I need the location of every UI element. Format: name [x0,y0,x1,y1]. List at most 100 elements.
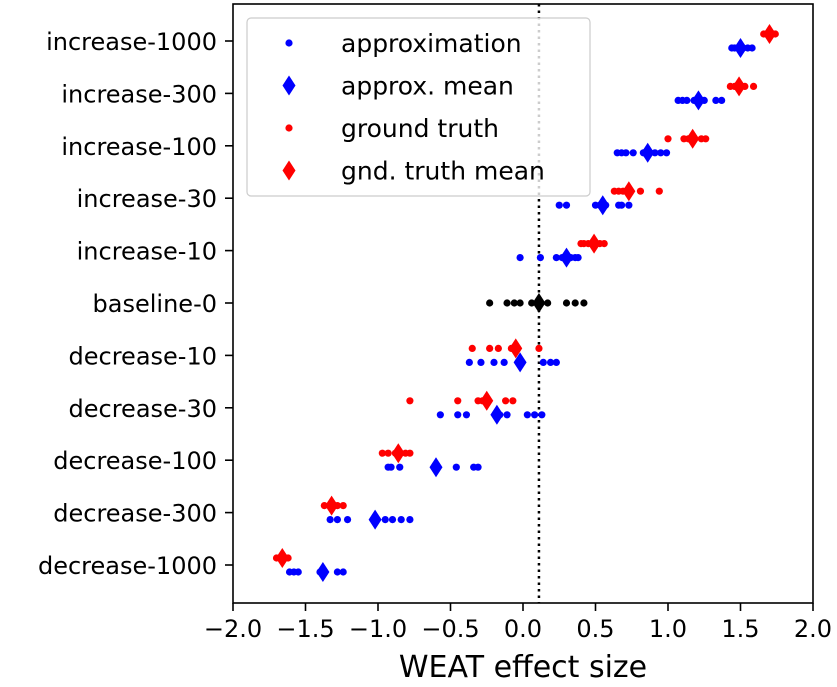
approximation-point [662,149,671,157]
approximation-point [552,254,560,262]
legend-entry: approximation [285,29,522,58]
approx-mean-marker [368,509,382,530]
baseline-mean-marker [532,293,546,313]
ground-truth-point [339,502,347,510]
approximation-point [622,149,630,157]
x-tick-label: 1.0 [649,615,687,643]
x-tick-label: −1.5 [276,615,334,643]
legend-label: approx. mean [341,72,514,101]
row-decrease-300 [320,495,414,530]
y-tick-label: decrease-30 [69,395,217,423]
ground-truth-point [384,449,392,457]
approx-mean-marker [596,195,610,216]
y-tick-label: increase-30 [77,185,217,213]
ground-truth-point [454,397,462,405]
ground-truth-point [600,240,608,248]
gt-mean-marker [587,233,601,254]
baseline-point [544,299,552,307]
approximation-point [477,358,485,366]
baseline-point [580,299,588,307]
row-decrease-30 [406,390,546,425]
ground-truth-point [636,187,645,195]
approx-mean-marker [641,142,655,163]
row-baseline-0 [486,293,588,313]
legend-label: ground truth [341,114,499,143]
approximation-point [651,149,659,157]
gt-mean-marker [686,128,700,149]
approximation-point [538,411,546,419]
row-increase-100 [613,128,710,163]
legend-diamond-marker [282,160,296,181]
baseline-point [528,299,536,307]
gt-mean-marker [325,495,339,516]
approx-mean-marker [691,90,705,111]
legend-entries: approximation approx. mean ground truth gnd… [282,29,545,186]
approximation-point [536,254,545,262]
legend-diamond-marker [282,75,296,96]
gt-mean-marker [391,443,405,464]
x-tick-label: 2.0 [794,615,832,643]
approximation-point [436,411,444,419]
y-tick-label: increase-100 [61,133,217,161]
approximation-point [574,254,582,262]
legend-label: approximation [341,29,522,58]
x-tick-label: 1.5 [721,615,759,643]
y-tick-label: increase-300 [61,80,217,108]
x-tick-label: −0.5 [421,615,479,643]
x-axis-title: WEAT effect size [399,650,647,685]
approximation-point [552,358,560,366]
approximation-point [333,516,341,524]
row-increase-30 [555,181,663,216]
ground-truth-point [535,344,543,352]
approximation-point [294,568,302,576]
approximation-point [333,568,341,576]
y-tick-label: increase-1000 [46,28,217,56]
approximation-point [454,411,462,419]
gt-mean-marker [480,390,494,411]
approximation-point [500,358,508,366]
baseline-point [562,299,571,307]
approximation-point [531,411,539,419]
approximation-point [618,201,626,209]
ground-truth-point [320,502,328,510]
x-tick-label: −1.0 [349,615,407,643]
y-tick-label: decrease-100 [53,447,217,475]
baseline-point [510,299,518,307]
x-tick-label: −2.0 [204,615,262,643]
ground-truth-point [378,449,386,457]
ground-truth-point [406,397,414,405]
legend-entry: ground truth [285,114,499,143]
approx-mean-marker [429,457,443,478]
approximation-point [465,358,473,366]
approximation-point [657,149,665,157]
ground-truth-point [702,135,710,143]
y-tick-label: decrease-300 [53,500,217,528]
approximation-point [683,96,691,104]
data-marks-layer [272,24,779,582]
approx-mean-marker [734,38,747,58]
baseline-point [571,299,579,307]
baseline-point [486,299,494,307]
y-tick-label: decrease-10 [69,342,217,370]
baseline-point [503,299,511,307]
x-tick-label: 0.5 [576,615,614,643]
approximation-point [562,201,571,209]
legend-entry: gnd. truth mean [282,157,545,186]
gt-mean-marker [763,24,776,44]
approximation-point [546,358,555,366]
approximation-point [388,516,397,524]
approximation-point [712,96,720,104]
approximation-point [406,516,414,524]
approximation-point [555,201,563,209]
ground-truth-point [749,82,758,90]
approximation-point [339,568,347,576]
x-tick-label: 0.0 [504,615,542,643]
y-tick-label: increase-10 [77,238,217,266]
gt-mean-marker [275,548,289,568]
axes-layer: −2.0 −1.5 −1.0 −0.5 0.0 0.5 1.0 1.5 2.0 increase-… [38,3,832,643]
row-decrease-1000 [272,548,347,582]
approximation-point [381,516,389,524]
ground-truth-point [406,449,414,457]
approximation-point [718,96,726,104]
y-tick-label: baseline-0 [93,290,217,318]
